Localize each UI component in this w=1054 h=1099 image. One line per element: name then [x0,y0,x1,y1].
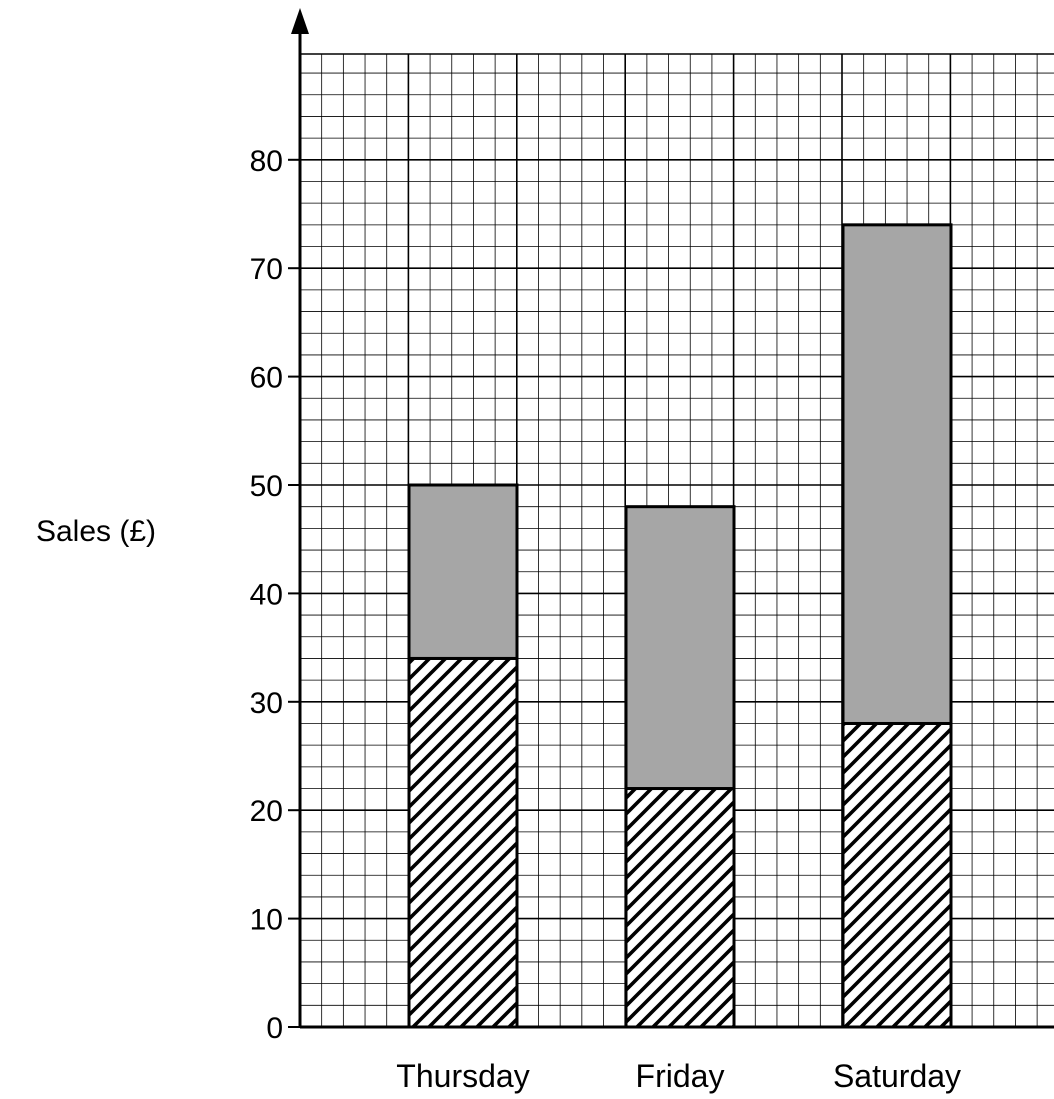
bar-thursday-segment-1 [407,656,519,1029]
y-axis-label: Sales (£) [36,515,156,548]
y-axis-arrow-icon [291,8,309,34]
x-tick-label: Saturday [833,1058,961,1094]
bar-friday-segment-2 [624,505,736,791]
y-tick-label: 20 [250,795,283,828]
bar-thursday-segment-2 [407,483,519,660]
x-tick-label: Thursday [396,1058,529,1094]
bars [407,223,953,1029]
y-tick-label: 70 [250,253,283,286]
bar-saturday-segment-2 [841,223,953,725]
y-tick-label: 10 [250,904,283,937]
y-tick-label: 30 [250,687,283,720]
y-tick-label: 80 [250,145,283,178]
bar-friday-segment-1 [624,787,736,1029]
axes [288,8,1054,1029]
labels: Sales (£) Thursday Friday Saturday 0 10 20 30 4… [36,145,961,1094]
y-tick-label: 40 [250,578,283,611]
y-tick-label: 60 [250,362,283,395]
y-tick-label: 0 [266,1012,283,1045]
bar-saturday-segment-1 [841,721,953,1029]
y-tick-label: 50 [250,470,283,503]
x-tick-label: Friday [636,1058,725,1094]
